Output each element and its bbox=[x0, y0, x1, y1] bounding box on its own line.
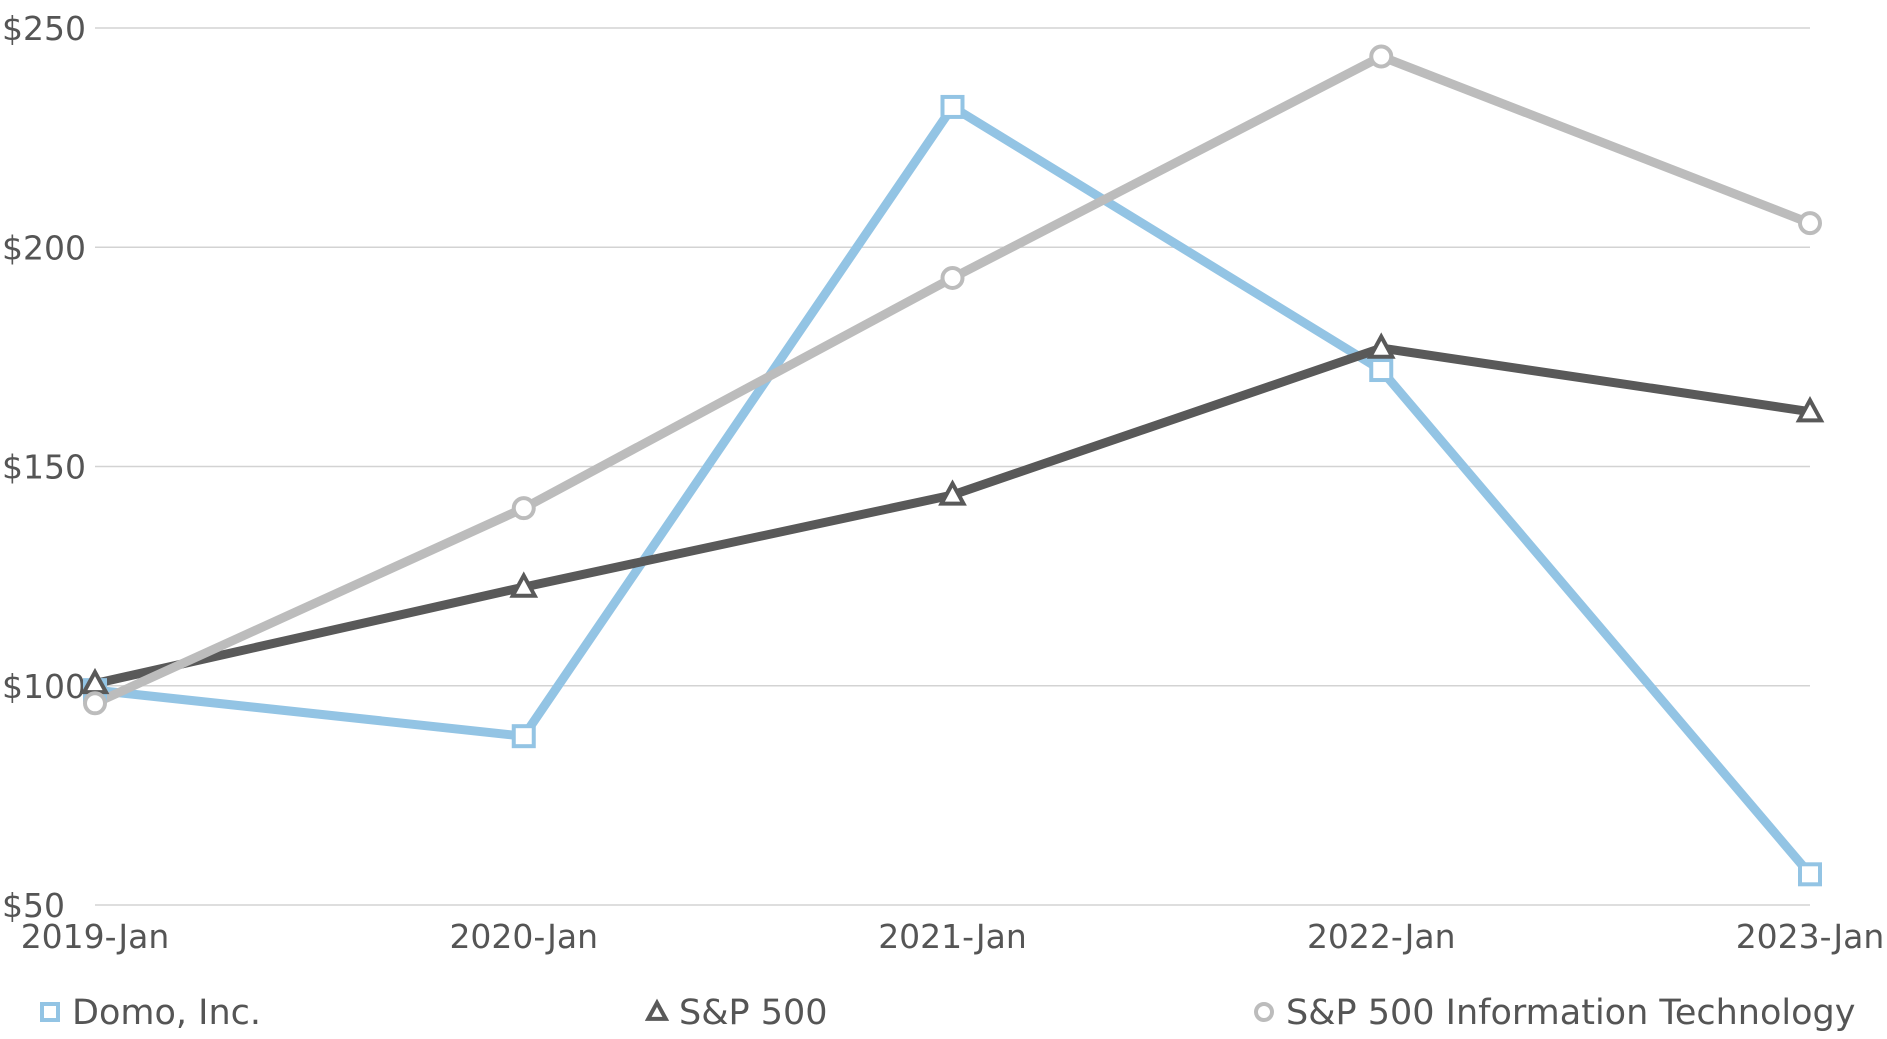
series-1-point bbox=[511, 724, 536, 749]
series-2-point bbox=[938, 479, 967, 506]
legend-item: Domo, Inc. bbox=[40, 993, 261, 1033]
series-3-line bbox=[90, 52, 1815, 708]
series-3-point bbox=[1798, 211, 1822, 236]
x-tick-label: 2021-Jan bbox=[878, 917, 1027, 956]
series-3-point bbox=[83, 691, 107, 716]
legend-item: S&P 500 bbox=[644, 993, 828, 1033]
series-2-point bbox=[1366, 332, 1396, 359]
legend-label: S&P 500 Information Technology bbox=[1286, 993, 1855, 1033]
series-2-line bbox=[90, 343, 1815, 689]
y-tick-label: $250 bbox=[2, 9, 86, 48]
series-2-point bbox=[1795, 396, 1825, 423]
series-1-point bbox=[940, 94, 965, 119]
series-2-point bbox=[80, 667, 110, 695]
gridlines bbox=[95, 27, 1810, 906]
square-marker-icon bbox=[40, 1002, 60, 1022]
triangle-marker-icon bbox=[644, 998, 670, 1021]
legend: Domo, Inc. S&P 500 S&P 500 Information Tec… bbox=[40, 993, 1855, 1033]
y-tick-label: $200 bbox=[2, 228, 86, 267]
legend-label: Domo, Inc. bbox=[72, 993, 261, 1033]
series-1-point bbox=[1369, 358, 1394, 383]
legend-item: S&P 500 Information Technology bbox=[1254, 993, 1855, 1033]
series-3-point bbox=[511, 496, 536, 521]
y-tick-label: $100 bbox=[2, 667, 86, 706]
series-3-point bbox=[940, 265, 965, 290]
circle-marker-icon bbox=[1254, 1002, 1274, 1022]
series-lines bbox=[90, 52, 1815, 879]
legend-label: S&P 500 bbox=[679, 993, 828, 1033]
x-tick-label: 2022-Jan bbox=[1307, 917, 1456, 956]
y-tick-label: $150 bbox=[2, 448, 86, 487]
x-tick-label: 2020-Jan bbox=[449, 917, 598, 956]
y-axis-tick-labels: $50 $100 $150 $200 $250 bbox=[2, 9, 86, 925]
x-axis-tick-labels: 2019-Jan 2020-Jan 2021-Jan 2022-Jan 2023-Jan bbox=[21, 917, 1885, 956]
y-tick-label: $50 bbox=[2, 886, 65, 925]
series-3-point bbox=[1369, 44, 1394, 69]
series-2-point bbox=[509, 571, 539, 598]
x-tick-label: 2023-Jan bbox=[1736, 917, 1885, 956]
x-tick-label: 2019-Jan bbox=[21, 917, 170, 956]
series-markers bbox=[80, 44, 1825, 887]
series-1-point bbox=[1798, 862, 1822, 887]
